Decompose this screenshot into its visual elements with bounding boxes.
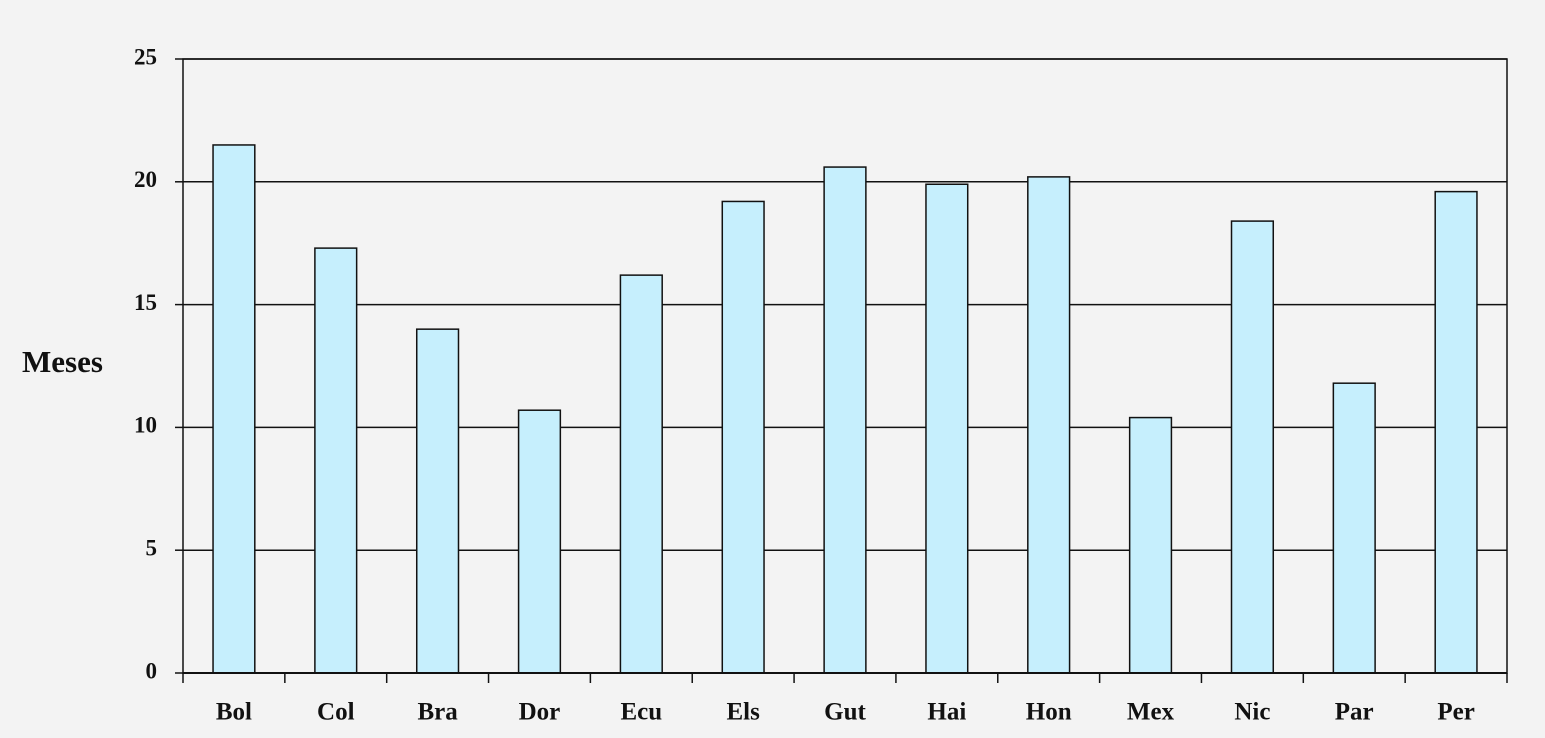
y-tick-label: 20 — [134, 167, 157, 192]
bar — [415, 328, 460, 674]
bar — [1128, 416, 1173, 674]
x-tick-label: Per — [1437, 699, 1474, 726]
bar — [1332, 382, 1376, 674]
y-tick-label: 25 — [134, 44, 157, 69]
x-tick-label: Gut — [824, 699, 866, 726]
bar — [314, 247, 358, 674]
x-tick-label: Ecu — [620, 699, 662, 726]
x-tick-label: Nic — [1234, 699, 1270, 726]
x-tick-label: Els — [726, 699, 760, 726]
y-axis-label: Meses — [22, 344, 103, 379]
bar — [823, 166, 867, 674]
x-tick-label: Hai — [927, 699, 966, 726]
bar — [925, 183, 969, 674]
x-tick-label: Hon — [1026, 699, 1072, 726]
bar — [212, 144, 256, 674]
bar — [721, 200, 765, 674]
x-tick-label: Mex — [1127, 699, 1175, 726]
bar — [1027, 176, 1071, 674]
bar — [1230, 220, 1275, 674]
y-tick-label: 15 — [134, 290, 157, 315]
bar — [517, 409, 562, 674]
x-tick-label: Dor — [519, 699, 561, 726]
y-tick-label: 0 — [146, 658, 158, 683]
x-tick-label: Par — [1335, 699, 1374, 726]
x-tick-label: Bol — [216, 699, 252, 726]
y-tick-label: 5 — [146, 535, 158, 560]
x-tick-label: Bra — [417, 699, 458, 726]
bar — [1434, 190, 1478, 674]
y-tick-label: 10 — [134, 413, 157, 438]
bar — [619, 274, 663, 674]
x-tick-label: Col — [317, 699, 355, 726]
